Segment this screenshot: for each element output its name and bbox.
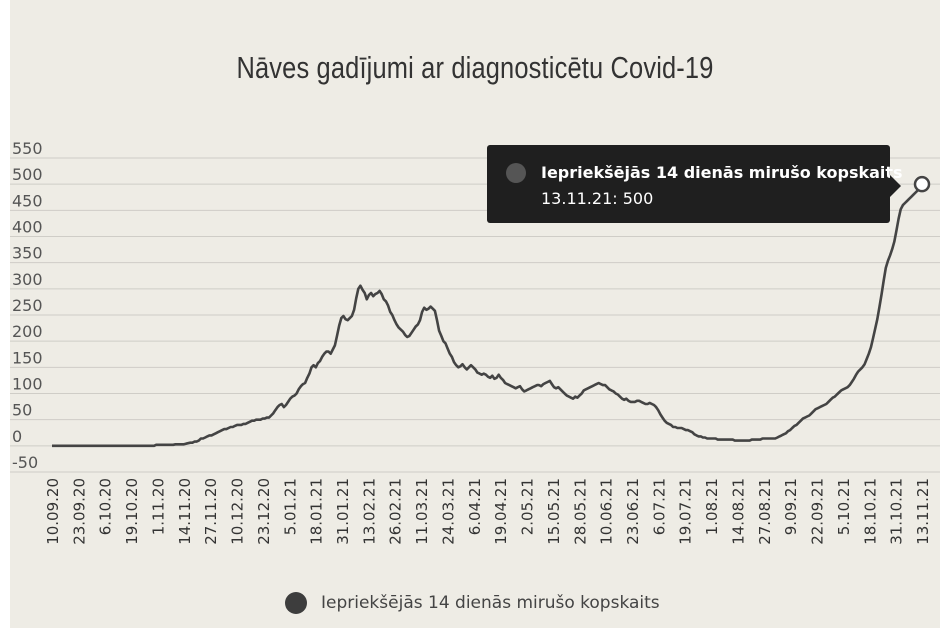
tooltip-series-marker (506, 163, 526, 183)
y-tick-label: 250 (12, 296, 43, 315)
x-tick-label: 27.11.20 (202, 478, 220, 545)
x-tick-label: 15.05.21 (545, 478, 563, 545)
y-tick-label: 150 (12, 348, 43, 367)
chart-panel: Nāves gadījumi ar diagnosticētu Covid-19… (10, 0, 940, 628)
legend-label: Iepriekšējās 14 dienās mirušo kopskaits (321, 593, 660, 613)
x-tick-label: 24.03.21 (439, 478, 457, 545)
y-tick-label: 350 (12, 244, 43, 263)
y-tick-label: 100 (12, 375, 43, 394)
x-tick-label: 5.10.21 (835, 478, 853, 535)
x-tick-label: 31.10.21 (888, 478, 906, 545)
x-tick-label: 14.11.20 (176, 478, 194, 545)
x-tick-label: 10.12.20 (229, 478, 247, 545)
tooltip-series-name: Iepriekšējās 14 dienās mirušo kopskaits (541, 163, 903, 182)
series-layer (52, 175, 931, 448)
x-tick-label: 18.01.21 (308, 478, 326, 545)
chart-title: Nāves gadījumi ar diagnosticētu Covid-19 (236, 50, 714, 85)
legend-marker-icon (285, 592, 307, 614)
y-tick-label: 200 (12, 322, 43, 341)
x-tick-label: 6.07.21 (650, 478, 668, 535)
x-tick-label: 10.06.21 (598, 478, 616, 545)
x-tick-label: 31.01.21 (334, 478, 352, 545)
x-tick-label: 26.02.21 (387, 478, 405, 545)
x-tick-label: 6.04.21 (466, 478, 484, 535)
y-tick-label: 0 (12, 427, 22, 446)
x-tick-label: 22.09.21 (809, 478, 827, 545)
x-tick-label: 5.01.21 (281, 478, 299, 535)
y-tick-label: 500 (12, 165, 43, 184)
y-tick-label: -50 (12, 453, 38, 472)
legend[interactable]: Iepriekšējās 14 dienās mirušo kopskaits (285, 590, 660, 616)
x-tick-label: 27.08.21 (756, 478, 774, 545)
y-tick-label: 300 (12, 270, 43, 289)
x-tick-label: 2.05.21 (519, 478, 537, 535)
tooltip: Iepriekšējās 14 dienās mirušo kopskaits … (487, 145, 903, 223)
tooltip-value: 13.11.21: 500 (541, 189, 654, 208)
x-tick-label: 1.11.20 (149, 478, 167, 535)
x-tick-label: 18.10.21 (861, 478, 879, 545)
tooltip-pointer (890, 175, 901, 197)
x-tick-label: 23.06.21 (624, 478, 642, 545)
x-tick-label: 23.09.20 (70, 478, 88, 545)
y-tick-label: 400 (12, 218, 43, 237)
x-tick-label: 19.04.21 (492, 478, 510, 545)
x-axis-ticks: 10.09.20 23.09.20 6.10.20 19.10.20 1.11.20 14… (44, 478, 932, 545)
x-tick-label: 13.11.21 (914, 478, 932, 545)
x-tick-label: 9.09.21 (782, 478, 800, 535)
x-tick-label: 6.10.20 (97, 478, 115, 535)
x-tick-label: 28.05.21 (571, 478, 589, 545)
hovered-point-marker (913, 175, 931, 193)
y-tick-label: 50 (12, 401, 32, 420)
y-tick-label: 550 (12, 139, 43, 158)
x-tick-label: 19.10.20 (123, 478, 141, 545)
x-tick-label: 13.02.21 (360, 478, 378, 545)
series-line (52, 183, 924, 448)
grid-lines (10, 157, 940, 473)
x-tick-label: 10.09.20 (44, 478, 62, 545)
x-tick-label: 23.12.20 (255, 478, 273, 545)
x-tick-label: 11.03.21 (413, 478, 431, 545)
x-tick-label: 19.07.21 (677, 478, 695, 545)
x-tick-label: 14.08.21 (729, 478, 747, 545)
x-tick-label: 1.08.21 (703, 478, 721, 535)
y-tick-label: 450 (12, 191, 43, 210)
